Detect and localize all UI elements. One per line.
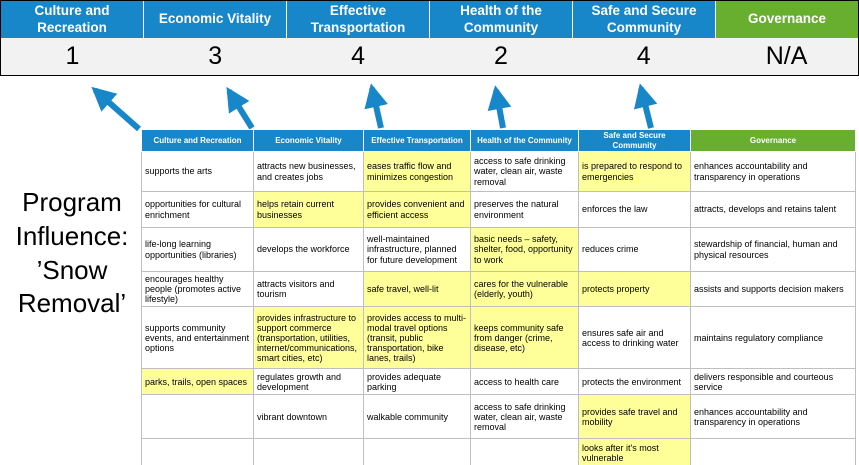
summary-score-4: 4: [636, 42, 651, 70]
matrix-cell: walkable community: [363, 394, 471, 440]
matrix-cell: helps retain current businesses: [253, 191, 364, 228]
matrix-row: vibrant downtown walkable community access…: [141, 394, 856, 440]
matrix-cell: enhances accountability and transparency…: [690, 151, 856, 192]
up-arrow-icon: [226, 86, 255, 130]
summary-header-3: Health of the Community: [430, 1, 573, 38]
matrix-cell: encourages healthy people (promotes acti…: [141, 270, 254, 308]
matrix-cell: life-long learning opportunities (librar…: [141, 227, 254, 272]
matrix-cell: reduces crime: [578, 227, 691, 272]
matrix-row: supports community events, and entertain…: [141, 306, 856, 370]
matrix-cell: attracts, develops and retains talent: [690, 191, 856, 228]
matrix-cell: attracts new businesses, and creates job…: [253, 151, 364, 192]
matrix-cell: provides safe travel and mobility: [578, 394, 691, 440]
matrix-row: life-long learning opportunities (librar…: [141, 227, 856, 272]
matrix-cell: looks after it's most vulnerable: [578, 438, 691, 465]
matrix-cell: provides infrastructure to support comme…: [253, 306, 364, 370]
matrix-header-4: Safe and Secure Community: [578, 129, 691, 152]
matrix-cell: cares for the vulnerable (elderly, youth…: [470, 270, 579, 308]
matrix-cell: [141, 394, 254, 440]
summary-score-0: 1: [65, 42, 80, 70]
matrix-cell: supports community events, and entertain…: [141, 306, 254, 370]
matrix-cell: enforces the law: [578, 191, 691, 228]
matrix-cell: provides access to multi-modal travel op…: [363, 306, 471, 370]
summary-score-3: 2: [493, 42, 508, 70]
summary-score-row: 1 3 4 2 4 N/A: [1, 38, 858, 75]
matrix-cell: access to safe drinking water, clean air…: [470, 394, 579, 440]
matrix-cell: maintains regulatory compliance: [690, 306, 856, 370]
program-influence-label: Program Influence: ’Snow Removal’: [15, 187, 129, 319]
matrix-row: supports the arts attracts new businesses…: [141, 151, 856, 192]
matrix-cell: vibrant downtown: [253, 394, 364, 440]
up-arrow-icon: [487, 85, 512, 129]
matrix-cell: [141, 438, 254, 465]
summary-score-table: Culture and Recreation Economic Vitality E…: [0, 0, 859, 76]
matrix-cell: [253, 438, 364, 465]
matrix-row: encourages healthy people (promotes acti…: [141, 270, 856, 308]
up-arrow-icon: [91, 86, 141, 132]
matrix-row: parks, trails, open spaces regulates grow…: [141, 368, 856, 396]
summary-header-0: Culture and Recreation: [1, 1, 144, 38]
summary-header-2: Effective Transportation: [287, 1, 430, 38]
matrix-row: opportunities for cultural enrichment hel…: [141, 191, 856, 228]
matrix-cell: enhances accountability and transparency…: [690, 394, 856, 440]
matrix-row: looks after it's most vulnerable: [141, 438, 856, 465]
matrix-cell: parks, trails, open spaces: [141, 368, 254, 396]
summary-header-4: Safe and Secure Community: [573, 1, 716, 38]
summary-header-row: Culture and Recreation Economic Vitality E…: [1, 1, 858, 38]
matrix-header-2: Effective Transportation: [363, 129, 471, 152]
up-arrow-icon: [364, 83, 388, 129]
matrix-cell: delivers responsible and courteous servi…: [690, 368, 856, 396]
matrix-header-3: Health of the Community: [470, 129, 579, 152]
matrix-cell: regulates growth and development: [253, 368, 364, 396]
matrix-header-1: Economic Vitality: [253, 129, 364, 152]
matrix-cell: opportunities for cultural enrichment: [141, 191, 254, 228]
matrix-cell: supports the arts: [141, 151, 254, 192]
up-arrow-icon: [634, 83, 658, 129]
influence-matrix: Culture and Recreation Economic Vitality E…: [141, 129, 856, 465]
matrix-cell: protects the environment: [578, 368, 691, 396]
matrix-cell: [690, 438, 856, 465]
matrix-header-5: Governance: [690, 129, 856, 152]
matrix-body: supports the arts attracts new businesses…: [141, 151, 856, 465]
matrix-cell: eases traffic flow and minimizes congest…: [363, 151, 471, 192]
matrix-cell: attracts visitors and tourism: [253, 270, 364, 308]
matrix-cell: basic needs – safety, shelter, food, opp…: [470, 227, 579, 272]
matrix-cell: develops the workforce: [253, 227, 364, 272]
matrix-cell: well-maintained infrastructure, planned …: [363, 227, 471, 272]
summary-score-2: 4: [351, 42, 366, 70]
matrix-header-0: Culture and Recreation: [141, 129, 254, 152]
matrix-cell: ensures safe air and access to drinking …: [578, 306, 691, 370]
arrows-layer: [91, 83, 658, 132]
matrix-cell: assists and supports decision makers: [690, 270, 856, 308]
matrix-header-row: Culture and Recreation Economic Vitality E…: [141, 129, 856, 152]
matrix-cell: provides convenient and efficient access: [363, 191, 471, 228]
matrix-cell: safe travel, well-lit: [363, 270, 471, 308]
matrix-cell: [363, 438, 471, 465]
matrix-cell: provides adequate parking: [363, 368, 471, 396]
matrix-cell: access to safe drinking water, clean air…: [470, 151, 579, 192]
matrix-cell: stewardship of financial, human and phys…: [690, 227, 856, 272]
matrix-header-row: Culture and Recreation Economic Vitality E…: [141, 129, 856, 152]
matrix-cell: [470, 438, 579, 465]
matrix-cell: access to health care: [470, 368, 579, 396]
summary-score-5: N/A: [765, 42, 808, 70]
summary-header-5: Governance: [716, 1, 858, 38]
summary-header-1: Economic Vitality: [144, 1, 287, 38]
matrix-cell: is prepared to respond to emergencies: [578, 151, 691, 192]
summary-score-1: 3: [208, 42, 223, 70]
matrix-cell: protects property: [578, 270, 691, 308]
matrix-cell: preserves the natural environment: [470, 191, 579, 228]
matrix-cell: keeps community safe from danger (crime,…: [470, 306, 579, 370]
